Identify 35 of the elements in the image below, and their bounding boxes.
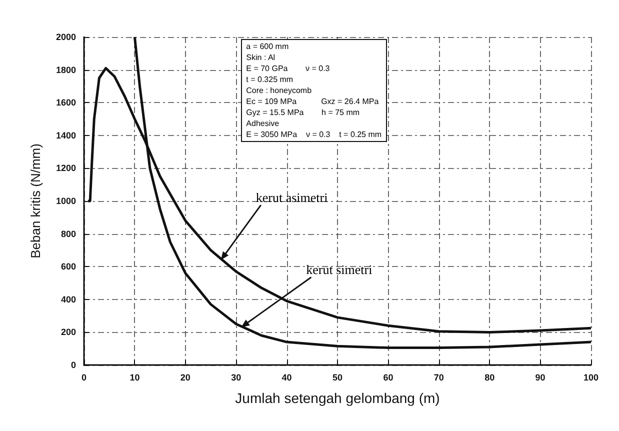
annotation: kerut simetri — [306, 262, 372, 278]
y-axis-title: Beban kritis (N/mm) — [28, 144, 43, 258]
y-tick-label: 600 — [60, 262, 76, 272]
x-tick-label: 30 — [231, 372, 242, 382]
x-tick-label: 100 — [583, 372, 599, 382]
annotation: E = 3050 MPa ν = 0.3 t = 0.25 mm — [246, 130, 382, 139]
x-tick-label: 70 — [434, 372, 444, 382]
annotation: Adhesive — [246, 119, 280, 128]
annotation: kerut asimetri — [256, 190, 328, 206]
x-axis-title: Jumlah setengah gelombang (m) — [235, 390, 440, 406]
y-tick-label: 200 — [60, 327, 76, 338]
x-tick-label: 60 — [383, 372, 394, 382]
y-tick-label: 1400 — [56, 130, 76, 140]
y-tick-label: 800 — [60, 228, 76, 239]
x-tick-label: 20 — [180, 372, 190, 382]
annotation: t = 0.325 mm — [246, 75, 294, 84]
annotation: Gyz = 15.5 MPa h = 75 mm — [246, 108, 360, 117]
x-tick-label: 50 — [332, 372, 343, 382]
annotation: a = 600 mm — [246, 42, 289, 51]
y-tick-label: 400 — [60, 294, 76, 304]
x-tick-label: 10 — [130, 372, 140, 382]
x-tick-label: 0 — [81, 372, 87, 382]
y-tick-label: 1000 — [56, 196, 76, 206]
annotation: Core : honeycomb — [246, 86, 312, 95]
annotation: Skin : Al — [246, 53, 276, 62]
y-tick-label: 1600 — [56, 98, 76, 108]
y-tick-label: 0 — [70, 360, 76, 370]
y-tick-label: 2000 — [56, 32, 76, 42]
x-tick-label: 90 — [535, 372, 546, 382]
annotation: Ec = 109 MPa Gxz = 26.4 MPa — [246, 97, 379, 106]
annotation: E = 70 GPa ν = 0.3 — [246, 64, 330, 73]
x-tick-label: 80 — [484, 372, 495, 382]
y-tick-label: 1200 — [56, 163, 76, 174]
x-tick-label: 40 — [282, 372, 292, 382]
y-tick-label: 1800 — [56, 64, 76, 75]
